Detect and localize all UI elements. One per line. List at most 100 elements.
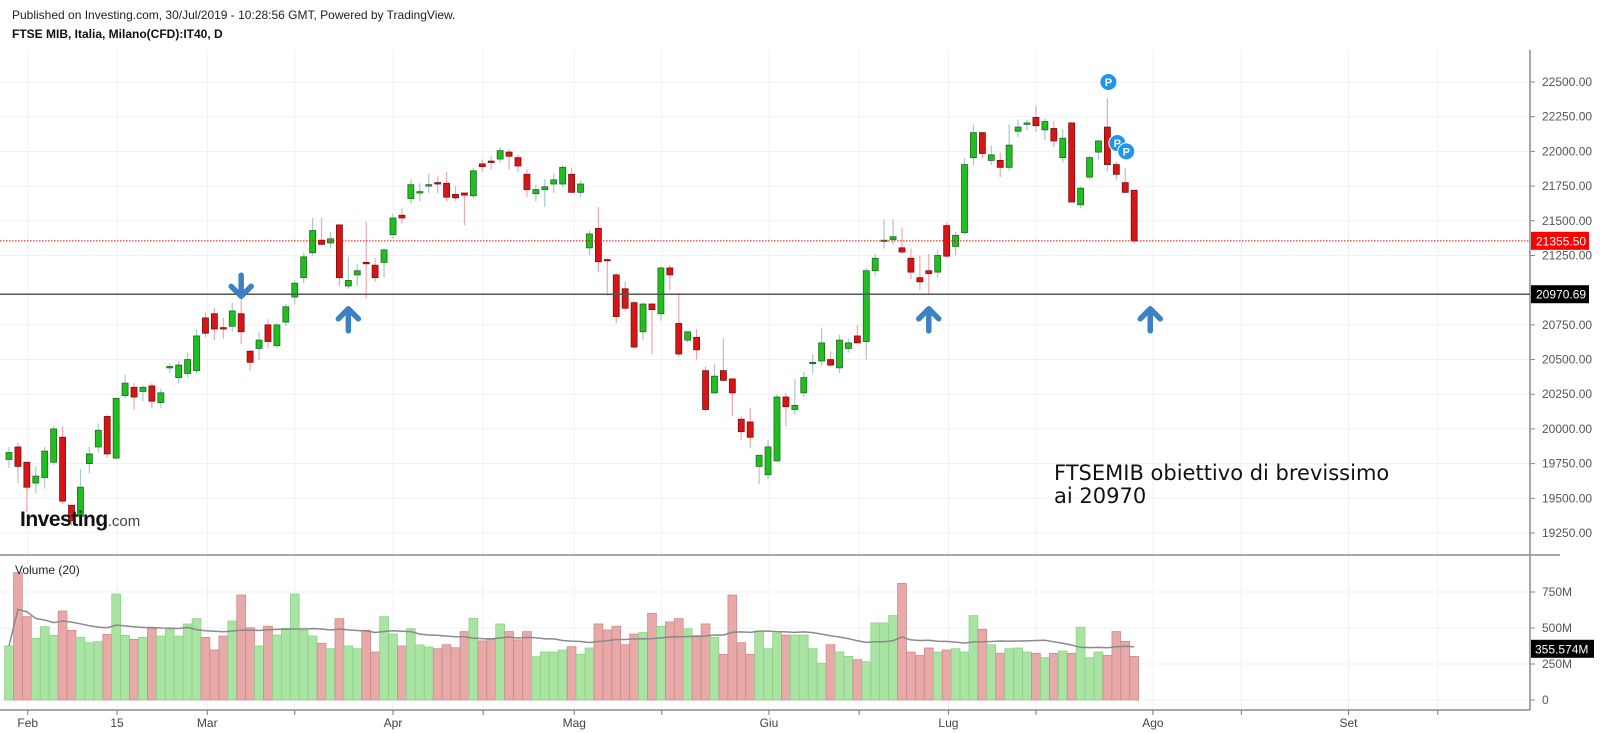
candle[interactable] <box>291 280 299 305</box>
volume-indicator-label[interactable]: Volume (20) <box>15 563 80 577</box>
candle[interactable] <box>889 219 897 245</box>
candle[interactable] <box>219 317 227 339</box>
candle[interactable] <box>425 173 433 194</box>
candle[interactable] <box>907 248 915 280</box>
candle[interactable] <box>380 248 388 278</box>
candle[interactable] <box>371 258 379 282</box>
candle[interactable] <box>496 147 504 163</box>
candle[interactable] <box>273 323 281 349</box>
candle[interactable] <box>630 301 638 349</box>
candle[interactable] <box>318 217 325 246</box>
candle[interactable] <box>827 351 834 367</box>
candle[interactable] <box>693 329 701 360</box>
candle[interactable] <box>1068 122 1076 203</box>
candle[interactable] <box>1112 161 1120 181</box>
candle[interactable] <box>193 329 200 374</box>
candle[interactable] <box>264 319 272 349</box>
candle[interactable] <box>702 366 709 411</box>
candle[interactable] <box>666 265 674 291</box>
candle[interactable] <box>871 254 879 277</box>
candle[interactable] <box>210 308 218 341</box>
candle[interactable] <box>59 426 66 504</box>
candle[interactable] <box>648 302 656 354</box>
candle[interactable] <box>228 302 236 332</box>
candle[interactable] <box>398 208 406 224</box>
candle[interactable] <box>202 312 209 338</box>
candle[interactable] <box>612 273 620 324</box>
candle[interactable] <box>94 423 102 453</box>
candle[interactable] <box>523 169 531 198</box>
candle[interactable] <box>77 469 84 520</box>
candle[interactable] <box>309 217 317 256</box>
candle[interactable] <box>148 383 156 409</box>
candle[interactable] <box>1130 189 1138 243</box>
candle[interactable] <box>255 331 263 360</box>
candle[interactable] <box>461 192 468 225</box>
candle[interactable] <box>300 252 308 284</box>
candle[interactable] <box>1121 168 1129 194</box>
candle[interactable] <box>514 154 522 173</box>
candle[interactable] <box>880 219 888 249</box>
candle[interactable] <box>68 504 75 527</box>
candle[interactable] <box>577 180 584 198</box>
candle[interactable] <box>344 256 352 289</box>
candle[interactable] <box>416 183 424 202</box>
candle[interactable] <box>1050 120 1058 148</box>
candle[interactable] <box>809 353 817 374</box>
position-marker-icon[interactable]: P <box>1099 73 1118 91</box>
candle[interactable] <box>112 397 120 460</box>
candle[interactable] <box>85 446 93 474</box>
candle[interactable] <box>1103 97 1111 172</box>
candle[interactable] <box>1032 105 1040 132</box>
candle[interactable] <box>952 231 959 256</box>
candle[interactable] <box>452 186 459 202</box>
candle[interactable] <box>755 454 763 485</box>
candle[interactable] <box>916 255 924 291</box>
candle[interactable] <box>836 334 843 374</box>
candle[interactable] <box>550 173 558 194</box>
candle[interactable] <box>978 131 986 159</box>
candle[interactable] <box>746 408 754 449</box>
candle[interactable] <box>845 338 852 353</box>
candle[interactable] <box>443 172 450 202</box>
candle[interactable] <box>898 227 906 255</box>
candle[interactable] <box>639 302 647 341</box>
candle[interactable] <box>862 267 870 360</box>
candle[interactable] <box>362 222 370 299</box>
candle[interactable] <box>970 124 977 166</box>
candle[interactable] <box>996 152 1004 178</box>
candle[interactable] <box>41 446 49 489</box>
candle[interactable] <box>327 231 334 249</box>
candle[interactable] <box>818 327 826 367</box>
candle[interactable] <box>32 466 40 493</box>
candle[interactable] <box>336 224 343 286</box>
candle[interactable] <box>23 461 31 513</box>
candle[interactable] <box>737 416 745 441</box>
candle[interactable] <box>943 222 951 259</box>
candle[interactable] <box>853 324 861 344</box>
candle[interactable] <box>407 179 415 205</box>
candle[interactable] <box>157 388 165 409</box>
candle[interactable] <box>505 149 513 170</box>
candle[interactable] <box>139 385 147 402</box>
candle[interactable] <box>925 254 933 295</box>
candle[interactable] <box>469 168 477 199</box>
candle[interactable] <box>389 213 397 239</box>
candle[interactable] <box>246 349 254 371</box>
candle[interactable] <box>1005 124 1013 171</box>
candle[interactable] <box>728 377 736 417</box>
candle[interactable] <box>121 374 129 399</box>
candle[interactable] <box>568 168 575 194</box>
candle[interactable] <box>800 372 808 398</box>
candle[interactable] <box>791 378 799 416</box>
candle[interactable] <box>175 360 183 384</box>
candle[interactable] <box>934 249 942 278</box>
candle[interactable] <box>621 281 629 311</box>
candle[interactable] <box>594 206 602 273</box>
candle[interactable] <box>1023 119 1031 131</box>
candle[interactable] <box>987 145 995 166</box>
candle[interactable] <box>961 158 968 235</box>
candle[interactable] <box>711 363 718 395</box>
position-marker-icon[interactable]: P <box>1117 142 1136 161</box>
